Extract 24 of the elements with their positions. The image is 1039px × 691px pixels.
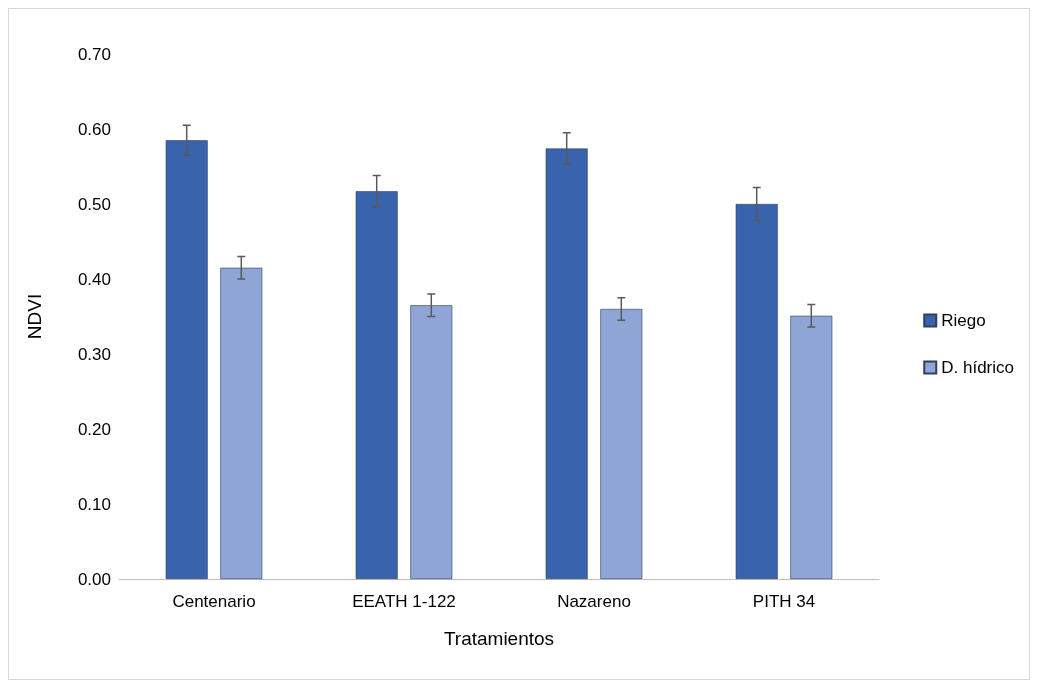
bar [355,191,398,579]
legend-label: D. hídrico [941,358,1014,377]
bar [735,204,778,579]
y-tick-label: 0.50 [77,194,111,214]
y-tick-label: 0.10 [77,494,111,514]
bar [165,140,208,579]
y-tick-label: 0.60 [77,119,111,139]
y-tick-label: 0.70 [77,44,111,64]
bar [790,315,833,579]
x-tick-label: EEATH 1-122 [352,592,456,611]
bar [600,309,643,579]
x-tick-label: Centenario [172,592,256,611]
legend-label: Riego [941,311,986,330]
y-tick-label: 0.40 [77,269,111,289]
x-axis-title: Tratamientos [443,628,555,649]
x-tick-label: PITH 34 [752,592,816,611]
y-tick-label: 0.30 [77,344,111,364]
bar [220,267,263,579]
y-tick-label: 0.00 [77,569,111,589]
bar [545,148,588,579]
y-tick-label: 0.20 [77,419,111,439]
x-tick-label: Nazareno [557,592,631,611]
bar [410,305,453,579]
y-axis-title: NDVI [24,293,45,340]
